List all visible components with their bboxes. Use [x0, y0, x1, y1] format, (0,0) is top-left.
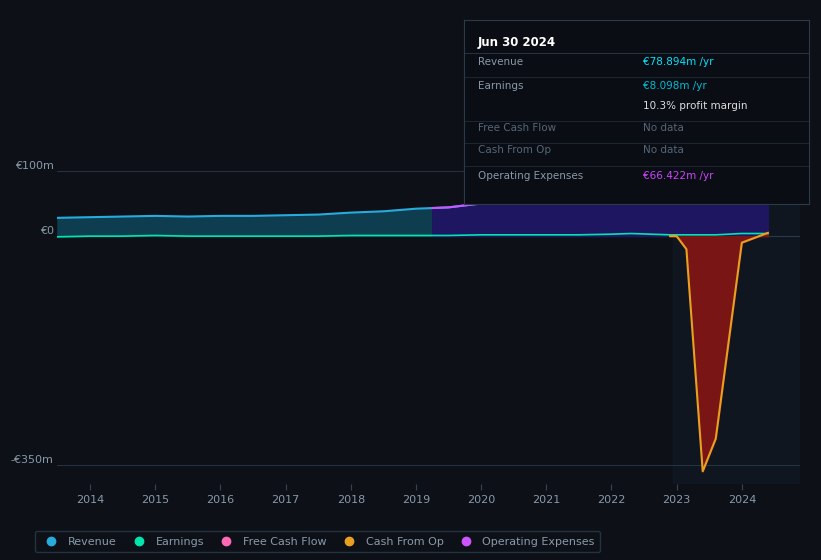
Text: €100m: €100m [15, 161, 53, 171]
Text: -€350m: -€350m [11, 455, 53, 465]
Text: Free Cash Flow: Free Cash Flow [478, 123, 556, 133]
Text: €66.422m /yr: €66.422m /yr [643, 171, 713, 181]
Text: Earnings: Earnings [478, 81, 523, 91]
Text: No data: No data [643, 145, 684, 155]
Text: No data: No data [643, 123, 684, 133]
Text: Jun 30 2024: Jun 30 2024 [478, 36, 556, 49]
Text: €0: €0 [39, 226, 53, 236]
Text: 10.3% profit margin: 10.3% profit margin [643, 101, 748, 111]
Legend: Revenue, Earnings, Free Cash Flow, Cash From Op, Operating Expenses: Revenue, Earnings, Free Cash Flow, Cash … [34, 531, 600, 552]
Text: €8.098m /yr: €8.098m /yr [643, 81, 707, 91]
Bar [673, 151, 800, 484]
Text: Cash From Op: Cash From Op [478, 145, 551, 155]
Text: Revenue: Revenue [478, 57, 523, 67]
Text: €78.894m /yr: €78.894m /yr [643, 57, 713, 67]
Text: Operating Expenses: Operating Expenses [478, 171, 583, 181]
